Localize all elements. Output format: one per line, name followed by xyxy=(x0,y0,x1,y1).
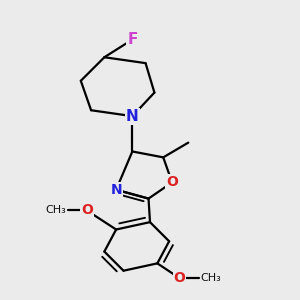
Text: CH₃: CH₃ xyxy=(200,273,221,283)
Text: O: O xyxy=(81,203,93,218)
Text: N: N xyxy=(126,109,139,124)
Text: O: O xyxy=(166,176,178,189)
Text: CH₃: CH₃ xyxy=(45,206,66,215)
Text: F: F xyxy=(127,32,137,47)
Text: N: N xyxy=(110,183,122,197)
Text: O: O xyxy=(173,271,185,285)
